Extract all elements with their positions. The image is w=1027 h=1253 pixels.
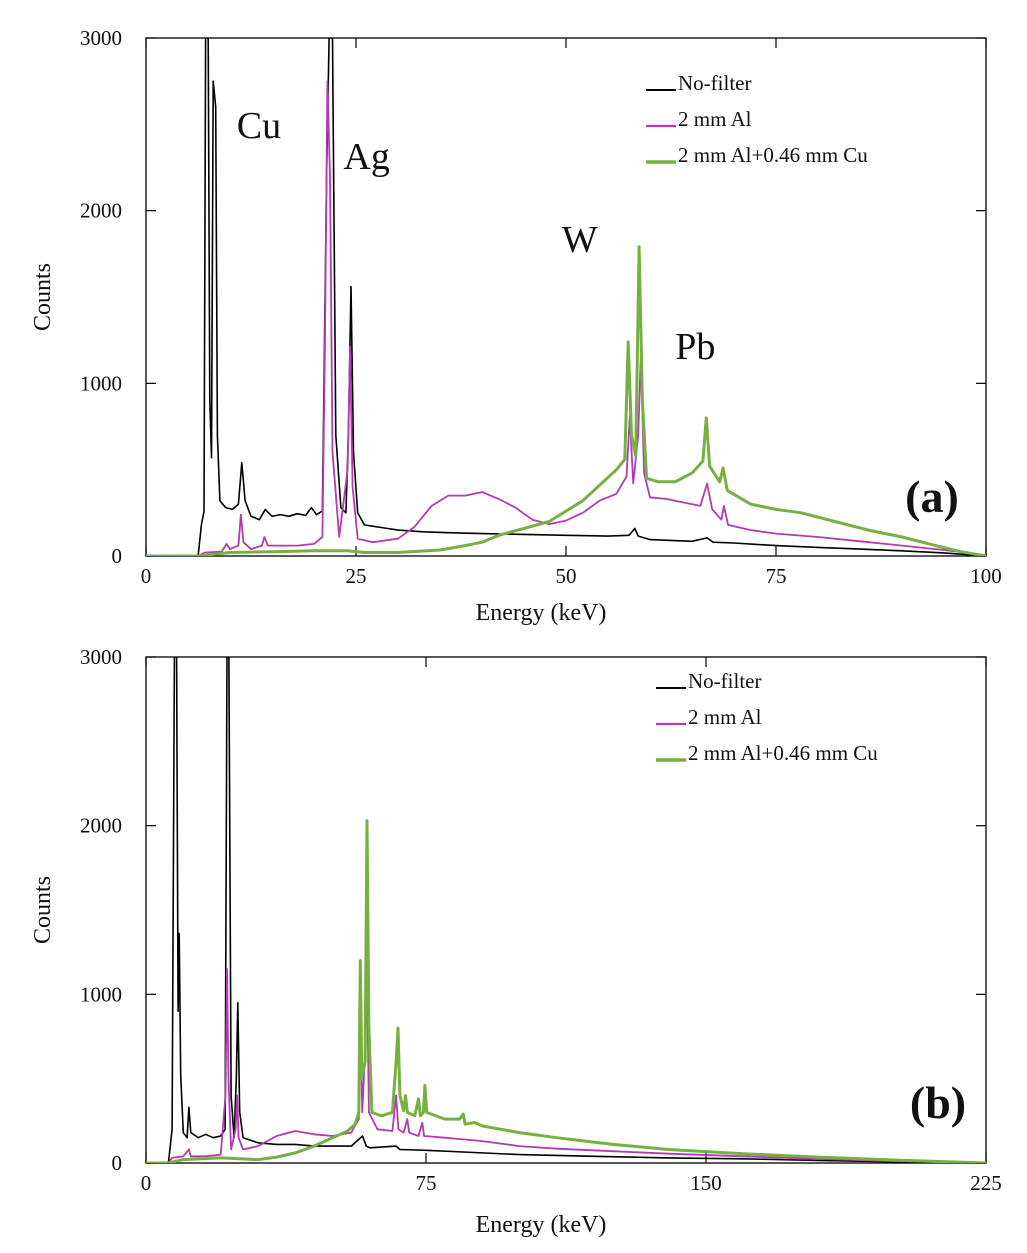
x-tick-label: 25: [346, 564, 367, 588]
x-tick-label: 75: [416, 1171, 437, 1195]
y-axis-title: Counts: [30, 876, 56, 944]
x-tick-label: 225: [970, 1171, 1002, 1195]
legend-entry: 2 mm Al+0.46 mm Cu: [688, 741, 878, 765]
chart-panel-b: 0 75 150 225 0 1000 2000 3000 Energy (keV) Counts…: [30, 645, 1002, 1238]
y-tick-label: 1000: [80, 371, 122, 395]
annotation-label: Cu: [237, 105, 281, 147]
y-tick-label: 2000: [80, 199, 122, 223]
legend-entry: No-filter: [678, 71, 751, 95]
legend-entry: 2 mm Al: [688, 705, 762, 729]
y-tick-label: 3000: [80, 26, 122, 50]
y-tick-label: 0: [112, 1151, 123, 1175]
series-line: [146, 819, 986, 1163]
x-tick-label: 0: [141, 564, 152, 588]
y-tick-label: 0: [112, 544, 123, 568]
x-axis-title: Energy (keV): [476, 600, 607, 626]
x-tick-label: 150: [690, 1171, 722, 1195]
y-tick-label: 3000: [80, 645, 122, 669]
x-axis-title: Energy (keV): [476, 1212, 607, 1238]
x-tick-label: 50: [556, 564, 577, 588]
series-line: [146, 968, 986, 1163]
legend-entry: 2 mm Al+0.46 mm Cu: [678, 143, 868, 167]
annotation-label: Ag: [343, 136, 389, 178]
y-tick-label: 1000: [80, 982, 122, 1006]
legend-entry: 2 mm Al: [678, 107, 752, 131]
annotation-label: W: [562, 219, 598, 261]
panel-label: (a): [905, 471, 959, 522]
plot-frame: [145, 656, 987, 1164]
y-tick-label: 2000: [80, 814, 122, 838]
series-line: [146, 80, 986, 556]
legend-entry: No-filter: [688, 669, 761, 693]
y-axis-title: Counts: [30, 263, 56, 331]
series-line: [146, 245, 986, 556]
x-tick-label: 75: [766, 564, 787, 588]
x-tick-label: 0: [141, 1171, 152, 1195]
series-line: [146, 657, 986, 1163]
series-line: [146, 38, 986, 556]
annotation-label: Pb: [675, 326, 715, 368]
panel-label: (b): [910, 1077, 966, 1128]
x-tick-label: 100: [970, 564, 1002, 588]
